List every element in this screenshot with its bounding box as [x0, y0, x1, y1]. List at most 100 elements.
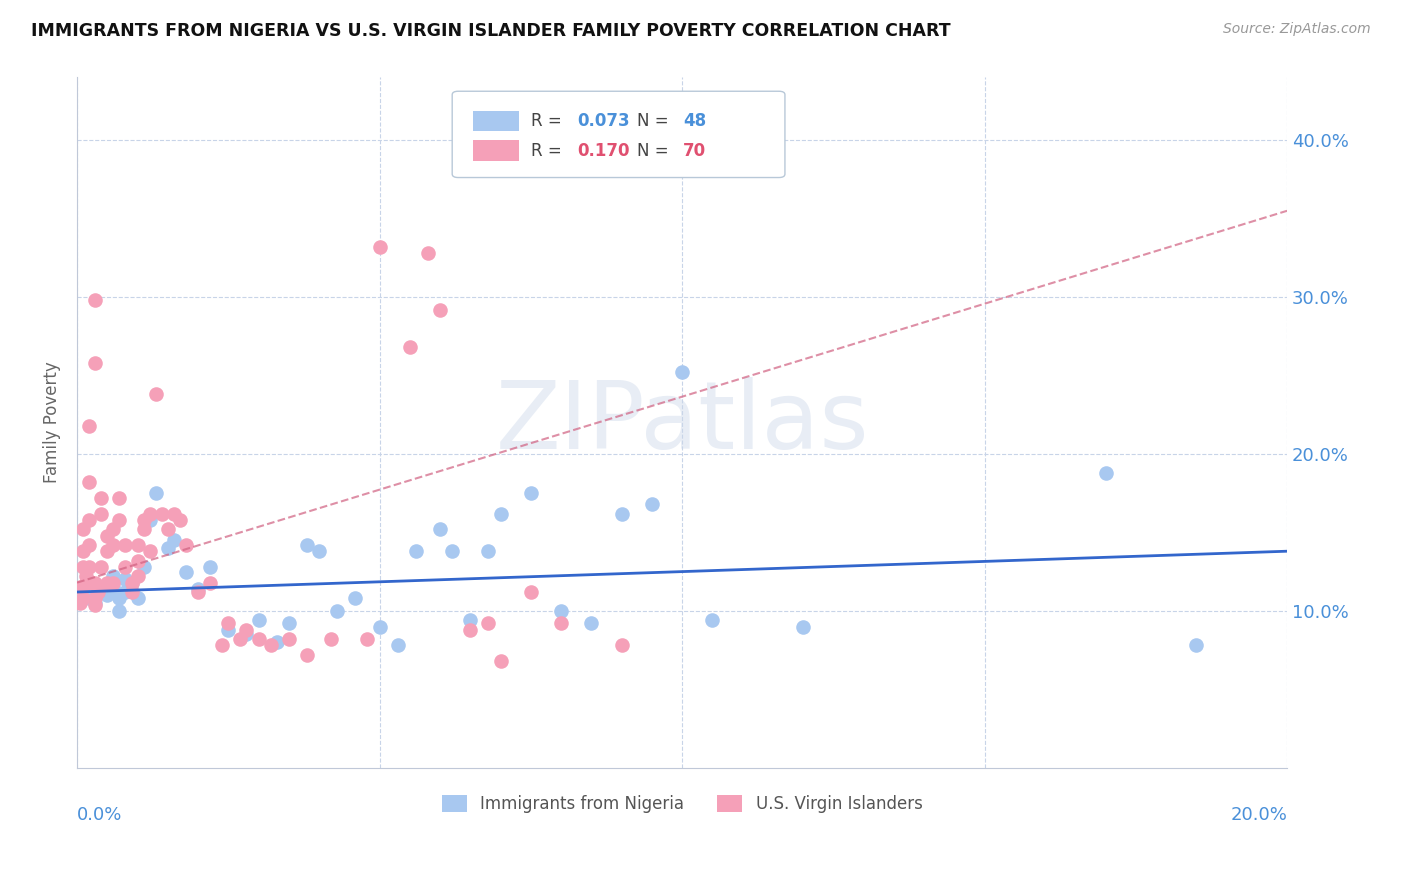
Point — [550, 616, 572, 631]
Point — [103, 569, 125, 583]
Point — [90, 585, 112, 599]
Point — [217, 623, 239, 637]
Point — [187, 585, 209, 599]
Point — [174, 565, 197, 579]
Text: N =: N = — [637, 142, 669, 160]
Y-axis label: Family Poverty: Family Poverty — [44, 361, 60, 483]
Point — [108, 491, 131, 505]
Point — [460, 623, 482, 637]
Point — [477, 544, 499, 558]
Point — [247, 632, 270, 646]
Point — [69, 596, 91, 610]
Point — [114, 573, 136, 587]
Text: R =: R = — [531, 112, 561, 130]
Point — [84, 575, 107, 590]
Point — [114, 560, 136, 574]
Point — [127, 591, 149, 606]
Text: 0.0%: 0.0% — [77, 805, 122, 823]
Point — [156, 522, 179, 536]
Point — [295, 538, 318, 552]
Point — [108, 591, 131, 606]
Point — [69, 580, 91, 594]
Point — [266, 635, 288, 649]
Point — [163, 533, 186, 548]
Point — [87, 585, 110, 599]
Point — [84, 591, 107, 606]
Point — [72, 580, 94, 594]
Text: N =: N = — [637, 112, 669, 130]
Point — [82, 575, 104, 590]
Point — [387, 638, 409, 652]
Point — [103, 575, 125, 590]
Point — [671, 365, 693, 379]
Point — [187, 582, 209, 596]
Point — [121, 585, 143, 599]
Point — [416, 246, 439, 260]
Point — [77, 418, 100, 433]
Point — [247, 613, 270, 627]
Point — [581, 616, 603, 631]
Point — [72, 544, 94, 558]
Point — [150, 507, 173, 521]
Point — [138, 507, 160, 521]
Point — [217, 616, 239, 631]
Point — [145, 486, 167, 500]
FancyBboxPatch shape — [472, 111, 519, 131]
Text: 0.073: 0.073 — [576, 112, 630, 130]
Point — [96, 528, 118, 542]
Point — [477, 616, 499, 631]
Point — [610, 507, 633, 521]
Point — [138, 513, 160, 527]
Point — [84, 598, 107, 612]
Point — [114, 585, 136, 599]
Point — [77, 591, 100, 606]
Text: 20.0%: 20.0% — [1230, 805, 1286, 823]
Point — [610, 638, 633, 652]
Point — [103, 522, 125, 536]
Point — [489, 507, 512, 521]
Point — [127, 569, 149, 583]
Point — [277, 632, 299, 646]
Point — [260, 638, 283, 652]
Point — [174, 538, 197, 552]
Point — [429, 302, 451, 317]
Point — [132, 513, 155, 527]
Point — [792, 619, 814, 633]
Text: 70: 70 — [683, 142, 706, 160]
Point — [121, 575, 143, 590]
Point — [520, 486, 543, 500]
Point — [90, 507, 112, 521]
Point — [77, 513, 100, 527]
Point — [702, 613, 724, 627]
Text: R =: R = — [531, 142, 561, 160]
Point — [96, 588, 118, 602]
Point — [90, 560, 112, 574]
Point — [520, 585, 543, 599]
Point — [235, 623, 257, 637]
Point — [1185, 638, 1208, 652]
Text: Source: ZipAtlas.com: Source: ZipAtlas.com — [1223, 22, 1371, 37]
Point — [198, 560, 221, 574]
Point — [127, 554, 149, 568]
Point — [211, 638, 233, 652]
Point — [295, 648, 318, 662]
Point — [229, 632, 252, 646]
Point — [198, 575, 221, 590]
Point — [132, 560, 155, 574]
Point — [108, 604, 131, 618]
FancyBboxPatch shape — [472, 140, 519, 161]
Point — [84, 596, 107, 610]
Point — [121, 575, 143, 590]
Point — [429, 522, 451, 536]
FancyBboxPatch shape — [453, 91, 785, 178]
Text: 0.170: 0.170 — [576, 142, 630, 160]
Point — [108, 513, 131, 527]
Point — [550, 604, 572, 618]
Point — [368, 240, 391, 254]
Point — [277, 616, 299, 631]
Point — [77, 475, 100, 490]
Point — [145, 387, 167, 401]
Point — [405, 544, 427, 558]
Text: ZIPatlas: ZIPatlas — [495, 376, 869, 468]
Point — [84, 293, 107, 308]
